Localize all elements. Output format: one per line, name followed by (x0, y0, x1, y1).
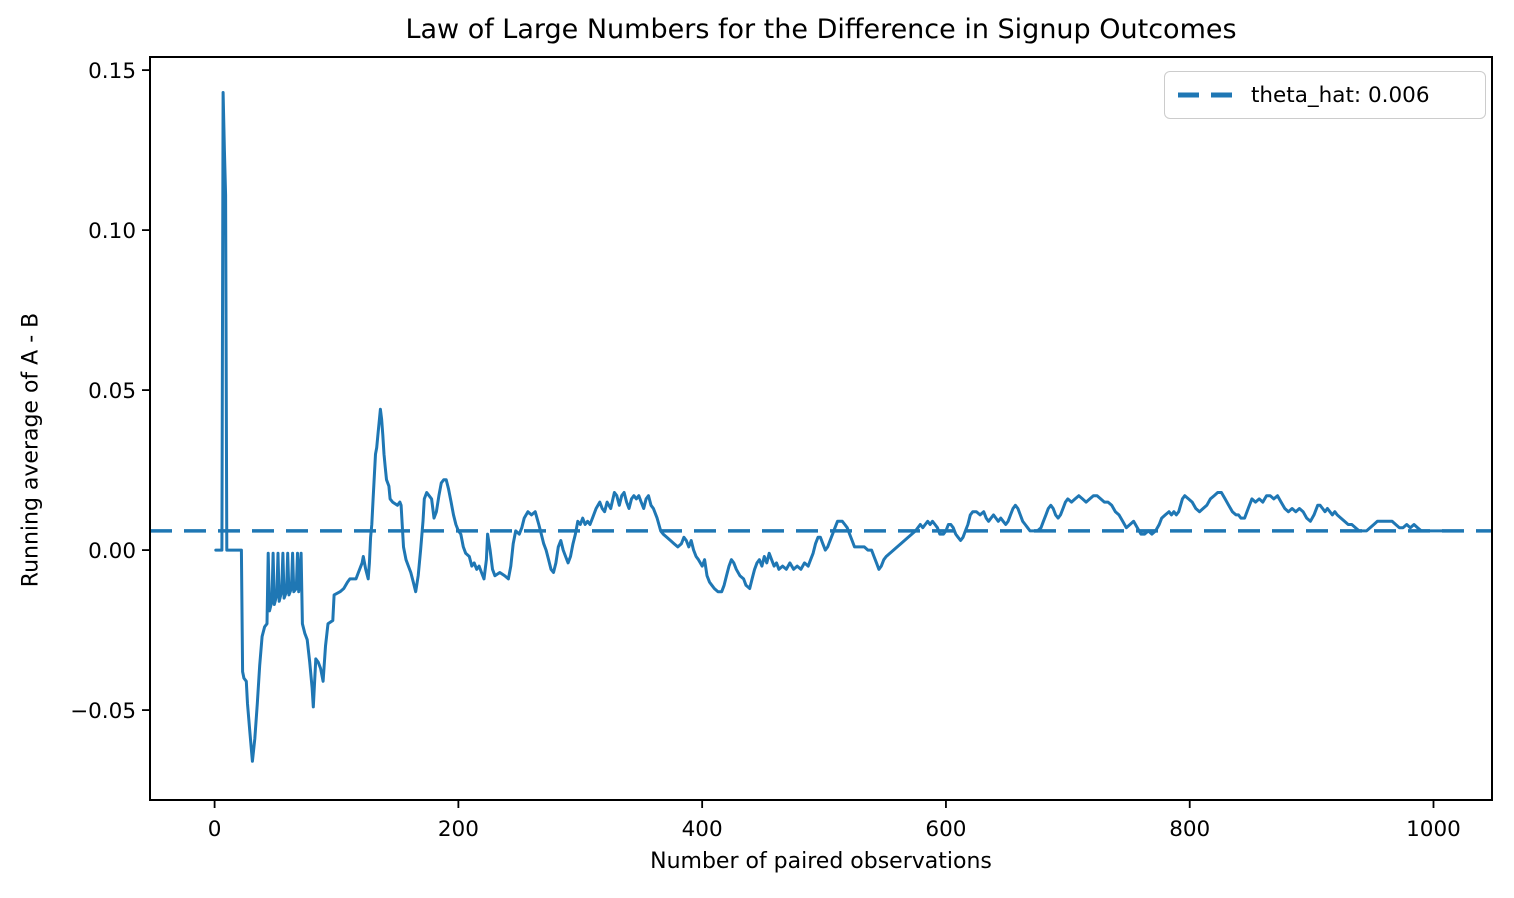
y-tick-label: 0.05 (88, 379, 136, 404)
x-tick-label: 1000 (1406, 817, 1461, 842)
legend: theta_hat: 0.006 (1164, 71, 1486, 119)
y-tick-label: 0.00 (88, 539, 136, 564)
x-tick-label: 0 (208, 817, 222, 842)
y-tick-label: 0.10 (88, 219, 136, 244)
y-tick-label: −0.05 (70, 699, 136, 724)
x-axis-label: Number of paired observations (650, 849, 992, 874)
running-average-line (214, 91, 1445, 763)
y-axis-label: Running average of A - B (18, 312, 44, 588)
y-tick-label: 0.15 (88, 59, 136, 84)
x-tick-label: 600 (925, 817, 966, 842)
x-tick-label: 400 (682, 817, 723, 842)
axes-frame (149, 56, 1493, 801)
legend-dashed-line-icon (1178, 92, 1234, 98)
chart-title: Law of Large Numbers for the Difference … (405, 14, 1237, 45)
legend-label: theta_hat: 0.006 (1251, 82, 1430, 108)
x-tick-label: 200 (438, 817, 479, 842)
x-tick-label: 800 (1169, 817, 1210, 842)
